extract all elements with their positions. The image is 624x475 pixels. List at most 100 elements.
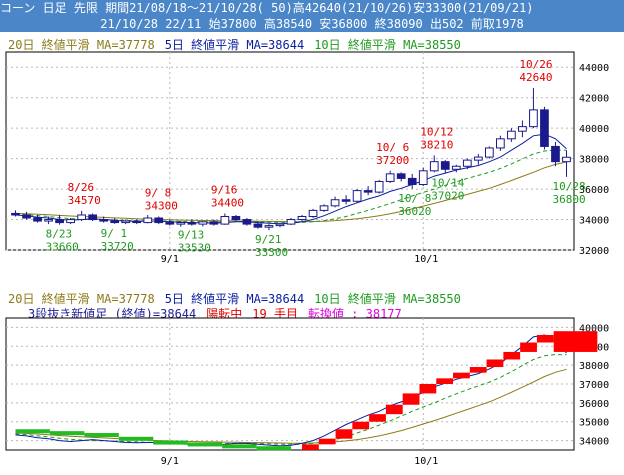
low-annotation-date: 10/14 [431,177,464,190]
low-annotation-value: 33530 [178,242,211,255]
up-brick [453,372,470,379]
break-tick-label: 34000 [579,437,609,448]
break-tick-label: 37000 [579,380,609,391]
candle-body [286,219,296,225]
up-brick [536,334,554,343]
candle-body [374,180,384,193]
candle-body [264,225,274,228]
date-tick-label: 10/1 [414,254,438,265]
candle-body [440,161,450,170]
low-annotation-value: 36800 [552,193,585,206]
candle-body [176,222,186,225]
down-brick [153,440,188,445]
legend-ma20: 20日 終値平滑 MA=37778 [8,38,155,52]
up-brick [302,444,319,450]
legend-ma20-bottom: 20日 終値平滑 MA=37778 [8,292,155,306]
up-brick [318,438,336,445]
up-brick [385,404,403,415]
candle-body [22,214,31,219]
price-tick-label: 42000 [579,94,609,105]
legend-ma5-bottom: 5日 終値平滑 MA=38644 [164,292,305,306]
legend-ma10: 10日 終値平滑 MA=38550 [314,38,461,52]
candle-body [77,214,86,221]
up-brick [486,359,504,368]
up-brick [436,378,454,384]
down-brick [222,444,257,449]
candle-body [231,215,241,221]
break-tick-label: 40000 [579,323,609,334]
candle-body [429,161,439,172]
legend-ma5: 5日 終値平滑 MA=38644 [164,38,305,52]
candle-body [562,156,571,163]
high-annotation-date: 10/ 6 [376,141,409,154]
candle-body [551,145,560,163]
break-date-label: 9/1 [161,456,179,467]
low-annotation-value: 37020 [431,190,464,203]
candle-body [518,126,527,132]
low-annotation-value: 33720 [101,240,134,253]
candle-body [242,219,252,225]
up-brick [469,367,487,373]
price-tick-label: 34000 [579,216,609,227]
break-tick-label: 35000 [579,418,609,429]
low-annotation-date: 8/23 [46,228,73,241]
high-annotation-value: 34300 [145,199,178,212]
candle-body [385,173,395,182]
candle-body [165,222,175,225]
low-annotation-date: 10/ 8 [398,192,431,205]
candle-body [484,147,494,158]
candle-body [319,205,329,211]
low-annotation-date: 9/13 [178,229,205,242]
low-annotation-value: 33660 [46,241,79,254]
down-brick [49,431,85,436]
price-tick-label: 44000 [579,63,609,74]
down-brick [187,442,223,447]
candle-body [507,130,516,140]
break-tick-label: 36000 [579,399,609,410]
candle-body [308,209,318,217]
candle-body [529,109,538,128]
candle-body [275,223,285,227]
high-annotation-value: 34400 [211,196,244,209]
high-annotation-value: 34570 [68,194,101,207]
candle-body [330,199,340,207]
price-tick-label: 38000 [579,155,609,166]
candle-body [352,190,362,202]
candle-body [462,159,472,167]
down-brick [84,433,119,438]
candle-body [55,219,64,224]
low-annotation-date: 9/21 [255,233,282,246]
low-annotation-value: 33300 [255,246,288,259]
candle-body [253,223,263,228]
candle-body [496,138,505,149]
price-tick-label: 40000 [579,124,609,135]
high-annotation-value: 37200 [376,154,409,167]
up-brick [335,429,353,439]
candle-body [143,217,153,224]
chart-header-ohlc: 21/10/28 22/11 始37800 高38540 安36800 終380… [0,16,624,32]
high-annotation-date: 9/16 [211,183,238,196]
low-annotation-date: 9/ 1 [101,227,128,240]
up-brick [503,351,521,360]
candle-body [110,220,120,224]
up-brick [352,421,370,430]
candle-body [33,217,42,222]
up-brick [520,342,537,352]
candle-body [451,165,461,170]
candle-body [473,156,483,161]
price-tick-label: 32000 [579,246,609,257]
candle-body [540,109,549,147]
high-annotation-date: 9/ 8 [145,186,172,199]
high-annotation-date: 8/26 [68,181,95,194]
high-annotation-value: 42640 [519,71,552,84]
low-annotation-value: 36020 [398,205,431,218]
high-annotation-date: 10/26 [519,58,552,71]
up-brick [369,414,386,422]
down-brick [15,429,50,434]
candle-body [407,177,417,186]
price-tick-label: 36000 [579,185,609,196]
legend-ma10-bottom: 10日 終値平滑 MA=38550 [314,292,461,306]
low-annotation-date: 10/28 [552,180,585,193]
chart-header-period: コーン 日足 先限 期間21/08/18～21/10/28( 50)高42640… [0,0,624,16]
